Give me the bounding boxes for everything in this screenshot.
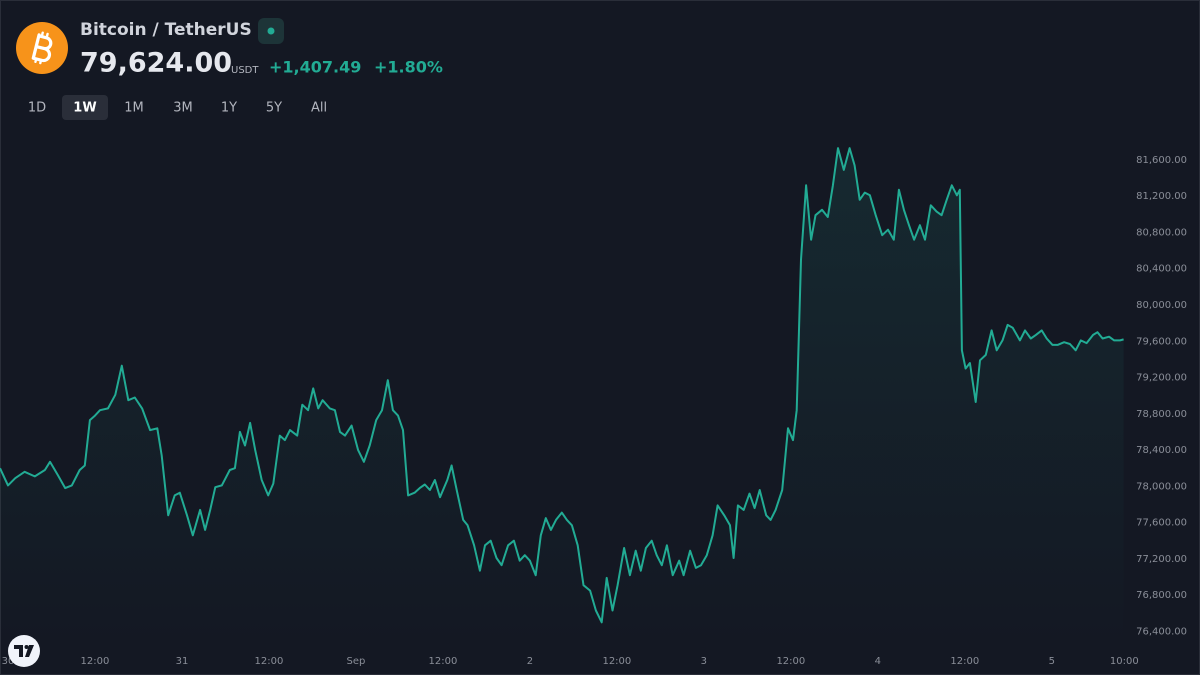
x-tick-label: 2 xyxy=(527,656,533,667)
currency: USDT xyxy=(231,65,259,76)
range-button-bg[interactable] xyxy=(62,95,108,120)
area-fill xyxy=(0,148,1124,645)
y-tick-label: 76,800.00 xyxy=(1136,590,1187,601)
range-button[interactable]: 5Y xyxy=(266,101,282,116)
y-tick-label: 81,200.00 xyxy=(1136,191,1187,202)
y-tick-label: 80,000.00 xyxy=(1136,300,1187,311)
range-button[interactable]: 1D xyxy=(28,101,46,116)
y-tick-label: 80,800.00 xyxy=(1136,227,1187,238)
price: 79,624.00 xyxy=(80,48,232,79)
y-tick-label: 78,400.00 xyxy=(1136,445,1187,456)
x-tick-label: Sep xyxy=(346,656,365,667)
range-button[interactable]: 1W xyxy=(73,101,96,116)
plot: 76,400.00 76,800.00 77,200.00 77,600.00 78,0… xyxy=(0,147,1187,667)
x-tick-label: 3 xyxy=(701,656,707,667)
y-tick-label: 76,400.00 xyxy=(1136,626,1187,637)
y-tick-label: 78,000.00 xyxy=(1136,481,1187,492)
x-tick-label: 12:00 xyxy=(950,656,979,667)
x-tick-label: 30 xyxy=(2,656,15,667)
y-tick-label: 79,200.00 xyxy=(1136,373,1187,384)
y-tick-label: 81,600.00 xyxy=(1136,155,1187,166)
x-tick-label: 4 xyxy=(875,656,881,667)
symbol-name: Bitcoin / TetherUS xyxy=(80,20,252,40)
y-tick-label: 79,600.00 xyxy=(1136,336,1187,347)
y-tick-label: 80,400.00 xyxy=(1136,264,1187,275)
range-button[interactable]: 1M xyxy=(124,101,144,116)
x-tick-label: 10:00 xyxy=(1110,656,1139,667)
x-tick-label: 12:00 xyxy=(81,656,110,667)
y-tick-label: 78,800.00 xyxy=(1136,409,1187,420)
range-button[interactable]: 3M xyxy=(173,101,193,116)
range-button[interactable]: All xyxy=(311,101,327,116)
x-tick-label: 12:00 xyxy=(255,656,284,667)
range-button[interactable]: 1Y xyxy=(221,101,237,116)
price-change-percent: +1.80% xyxy=(374,58,443,77)
coin-logo xyxy=(16,22,68,74)
y-tick-label: 77,600.00 xyxy=(1136,518,1187,529)
x-tick-label: 12:00 xyxy=(602,656,631,667)
x-tick-label: 12:00 xyxy=(776,656,805,667)
range-buttons: 1D 1W 1M 3M 1Y 5Y All xyxy=(28,95,327,120)
price-line xyxy=(0,147,1124,624)
y-tick-label: 77,200.00 xyxy=(1136,554,1187,565)
status-dot xyxy=(267,27,275,35)
tv-logo xyxy=(8,635,40,667)
x-tick-label: 5 xyxy=(1049,656,1055,667)
x-tick-label: 31 xyxy=(176,656,189,667)
price-change: +1,407.49 xyxy=(269,58,361,77)
x-tick-label: 12:00 xyxy=(428,656,457,667)
